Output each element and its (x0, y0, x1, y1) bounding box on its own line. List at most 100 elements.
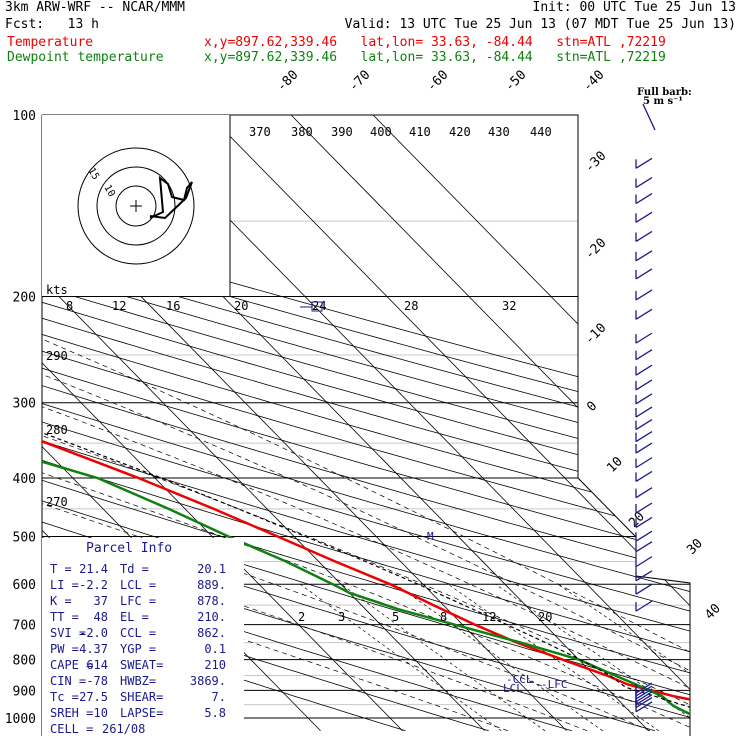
lcl-marker: LCL (503, 682, 523, 695)
wind-barb (635, 230, 653, 243)
hodograph-speed-tick: 28 (404, 299, 418, 313)
wind-barb (635, 570, 653, 582)
wind-barb (635, 487, 653, 499)
theta-label: 370 (249, 125, 271, 139)
theta-side-label: 290 (46, 349, 68, 363)
hodograph-ring-label: 15 (85, 166, 101, 182)
wind-barb (635, 289, 653, 301)
wind-barb (635, 406, 653, 418)
parcel-info-cell: SVI = (50, 626, 86, 640)
parcel-info-panel: Parcel Info T = 21.4 Td = 20.1 LI = -2.2 LCL =… (42, 538, 244, 736)
parcel-info-cell: LCL = (120, 578, 156, 592)
parcel-info-cell: CCL = (120, 626, 156, 640)
isotherm-label: -50 (502, 68, 529, 95)
isotherm-label: -60 (424, 68, 451, 95)
parcel-info-cell: T = (50, 562, 72, 576)
parcel-info-cell: YGP = (120, 642, 156, 656)
parcel-info-cell: LAPSE= (120, 706, 163, 720)
parcel-info-cell: 37 (94, 594, 108, 608)
isotherm-label: -80 (274, 68, 301, 95)
parcel-info-cell: 210. (197, 610, 226, 624)
theta-label: 420 (449, 125, 471, 139)
wind-barb (635, 457, 653, 469)
wind-barb (635, 268, 653, 280)
theta-label: 440 (530, 125, 552, 139)
m-marker: M (427, 530, 434, 543)
hodograph-speed-tick: 20 (234, 299, 248, 313)
parcel-info-cell: LI = (50, 578, 79, 592)
dewpoint-legend: Dewpoint temperature (7, 50, 164, 65)
mixing-ratio-label: 20 (538, 610, 552, 624)
parcel-info-cell: SHEAR= (120, 690, 163, 704)
parcel-info-cell: 862. (197, 626, 226, 640)
isotherm-label: 30 (684, 536, 706, 558)
isotherm-label: 40 (702, 601, 724, 623)
parcel-info-cell: 5.8 (204, 706, 226, 720)
wind-barb (635, 600, 653, 612)
isotherm-label: 10 (604, 454, 626, 476)
parcel-info-cell: 0.1 (204, 642, 226, 656)
parcel-info-cell: Td = (120, 562, 149, 576)
forecast-hour: Fcst: 13 h (5, 17, 99, 32)
parcel-info-cell: 3869. (190, 674, 226, 688)
valid-time: Valid: 13 UTC Tue 25 Jun 13 (07 MDT Tue … (344, 17, 736, 32)
mixing-ratio-label: 5 (392, 610, 399, 624)
hodograph-ring-label: 10 (101, 183, 117, 199)
hodograph-units: kts (46, 283, 68, 297)
parcel-info-cell: -78 (86, 674, 108, 688)
mixing-ratio-label: 8 (440, 610, 447, 624)
wind-barb (635, 379, 653, 391)
wind-barb (635, 431, 653, 443)
lfc-marker: -LFC (541, 678, 568, 691)
wind-barb (635, 211, 653, 223)
full-barb-note: Full barb: (637, 87, 692, 98)
parcel-info-cell: 21.4 (79, 562, 108, 576)
wind-barb (635, 516, 653, 529)
pressure-tick-label: 100 (13, 109, 36, 124)
pressure-tick-label: 400 (13, 472, 36, 487)
isotherm-label: -10 (582, 321, 609, 348)
isotherm-label: -70 (346, 68, 373, 95)
wind-barb (635, 308, 653, 320)
cell-value: 261/08 (102, 722, 145, 736)
pressure-tick-label: 500 (13, 530, 36, 545)
hodograph-speed-tick: 16 (166, 299, 180, 313)
pressure-tick-label: 700 (13, 619, 36, 634)
pressure-tick-label: 800 (13, 654, 36, 669)
pressure-tick-label: 600 (13, 578, 36, 593)
parcel-info-cell: Tc = (50, 690, 79, 704)
parcel-info-cell: 48 (94, 610, 108, 624)
parcel-info-cell: TT = (50, 610, 79, 624)
wind-barb (635, 349, 653, 361)
cell-label: CELL = (50, 722, 93, 736)
parcel-info-cell: 889. (197, 578, 226, 592)
wind-barb (635, 193, 653, 205)
theta-label: 410 (409, 125, 431, 139)
wind-barb (635, 470, 653, 482)
parcel-info-cell: 10 (94, 706, 108, 720)
reference-barb (642, 103, 656, 131)
isotherm-label: -20 (582, 236, 609, 263)
mixing-ratio-label: 3 (338, 610, 345, 624)
parcel-trace (42, 308, 690, 721)
theta-label: 400 (370, 125, 392, 139)
parcel-info-cell: HWBZ= (120, 674, 156, 688)
wind-barb (635, 541, 653, 553)
wind-barb (635, 157, 653, 169)
wind-barb (635, 419, 653, 431)
parcel-info-cell: LFC = (120, 594, 156, 608)
parcel-info-cell: -2.0 (79, 626, 108, 640)
full-barb-units: 5 m s⁻¹ (643, 96, 683, 107)
wind-barb (635, 364, 653, 376)
pressure-tick-label: 900 (13, 684, 36, 699)
theta-side-label: 280 (46, 423, 68, 437)
wind-barb (635, 332, 653, 344)
parcel-info-title: Parcel Info (86, 541, 172, 556)
mixing-ratio-label: 12 (482, 610, 496, 624)
wind-barb (635, 502, 653, 514)
wind-barb (635, 583, 653, 595)
init-time: Init: 00 UTC Tue 25 Jun 13 (532, 0, 737, 15)
parcel-info-cell: SWEAT= (120, 658, 163, 672)
wind-barb (635, 530, 653, 542)
